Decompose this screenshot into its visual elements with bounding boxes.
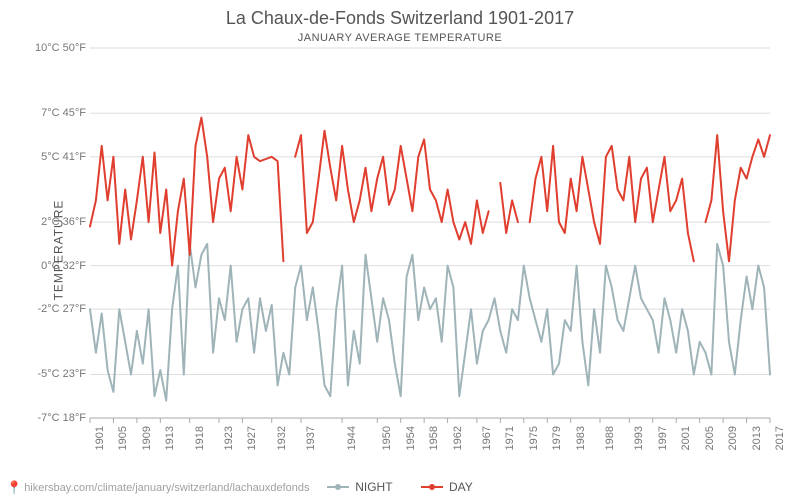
xtick-label: 2013 (751, 426, 763, 450)
chart-title: La Chaux-de-Fonds Switzerland 1901-2017 (0, 8, 800, 29)
attribution: 📍 hikersbay.com/climate/january/switzerl… (6, 480, 310, 496)
xtick-label: 1975 (528, 426, 540, 450)
xtick-label: 2005 (704, 426, 716, 450)
xtick-label: 2017 (774, 426, 786, 450)
xtick-label: 1967 (481, 426, 493, 450)
xtick-label: 1962 (452, 426, 464, 450)
legend-swatch-night (327, 486, 349, 488)
legend-item-day: DAY (421, 480, 473, 494)
xtick-label: 1979 (551, 426, 563, 450)
xtick-label: 2001 (680, 426, 692, 450)
xtick-label: 1958 (428, 426, 440, 450)
chart-container: La Chaux-de-Fonds Switzerland 1901-2017 … (0, 0, 800, 500)
xtick-label: 2009 (727, 426, 739, 450)
xtick-label: 1997 (657, 426, 669, 450)
xtick-label: 1950 (381, 426, 393, 450)
pin-icon: 📍 (6, 480, 22, 496)
xtick-label: 1983 (575, 426, 587, 450)
xtick-label: 1932 (276, 426, 288, 450)
ytick-label: 2°C 36°F (34, 216, 86, 228)
ytick-label: -7°C 18°F (34, 412, 86, 424)
legend-item-night: NIGHT (327, 480, 392, 494)
plot-area (90, 48, 770, 418)
legend-swatch-day (421, 486, 443, 488)
xtick-label: 1944 (346, 426, 358, 450)
xtick-label: 1905 (117, 426, 129, 450)
ytick-label: -2°C 27°F (34, 303, 86, 315)
plot-svg (90, 48, 770, 418)
xtick-label: 1988 (604, 426, 616, 450)
xtick-label: 1971 (504, 426, 516, 450)
ytick-label: 0°C 32°F (34, 260, 86, 272)
legend-label-day: DAY (449, 480, 473, 494)
xtick-label: 1937 (305, 426, 317, 450)
xtick-label: 1918 (194, 426, 206, 450)
legend-label-night: NIGHT (355, 480, 392, 494)
ytick-label: 5°C 41°F (34, 151, 86, 163)
ytick-label: -5°C 23°F (34, 368, 86, 380)
ytick-label: 7°C 45°F (34, 107, 86, 119)
xtick-label: 1901 (94, 426, 106, 450)
ytick-label: 10°C 50°F (34, 42, 86, 54)
attribution-url: hikersbay.com/climate/january/switzerlan… (24, 482, 309, 494)
xtick-label: 1909 (141, 426, 153, 450)
xtick-label: 1993 (633, 426, 645, 450)
xtick-label: 1923 (223, 426, 235, 450)
xtick-label: 1913 (164, 426, 176, 450)
xtick-label: 1927 (246, 426, 258, 450)
chart-subtitle: JANUARY AVERAGE TEMPERATURE (0, 32, 800, 44)
xtick-label: 1954 (405, 426, 417, 450)
y-axis-label: TEMPERATURE (51, 200, 65, 301)
